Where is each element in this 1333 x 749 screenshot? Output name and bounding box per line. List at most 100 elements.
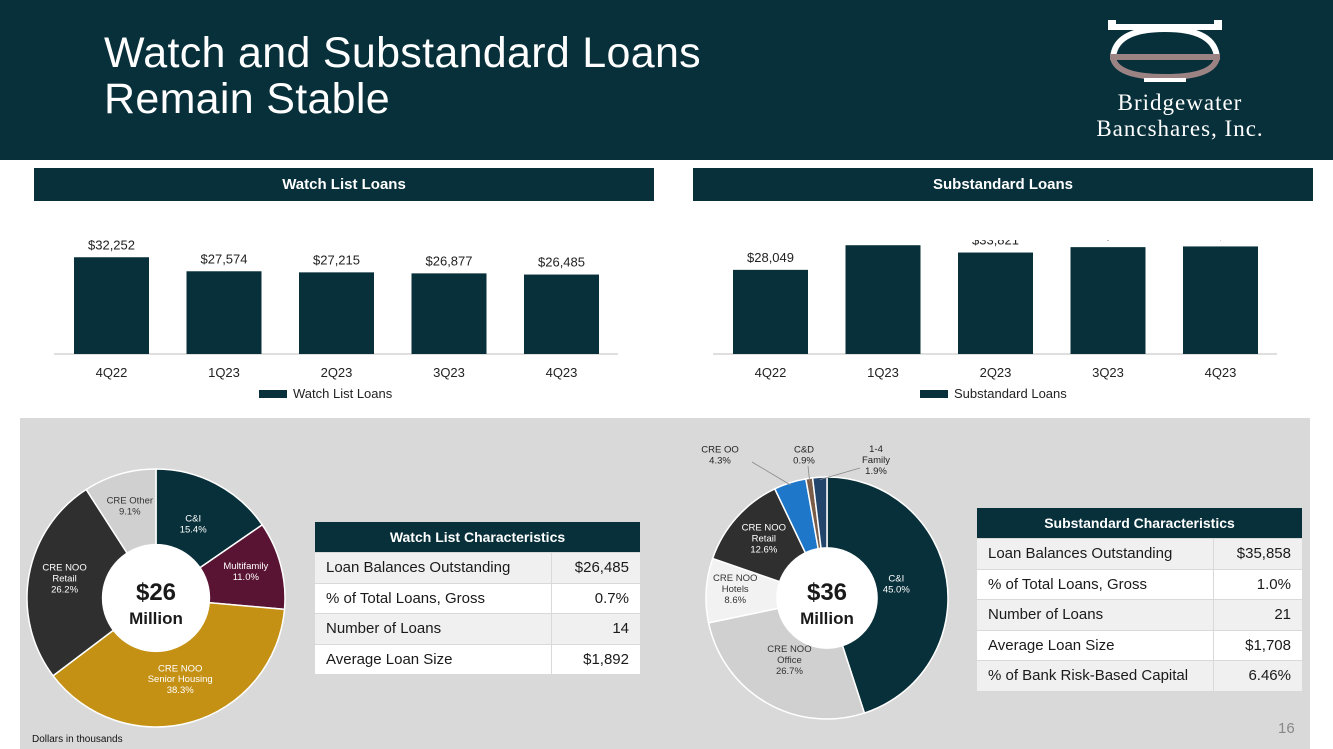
logo-line-1: Bridgewater <box>1117 90 1243 115</box>
substandard-legend-label: Substandard Loans <box>954 386 1067 401</box>
footnote: Dollars in thousands <box>32 734 123 745</box>
x-tick-label: 4Q22 <box>96 365 128 380</box>
x-tick-label: 4Q22 <box>755 365 787 380</box>
pie-slice-label: C&I 45.0% <box>883 574 910 596</box>
substandard-pie-chart: C&I 45.0% CRE NOO Office 26.7% CRE NOO Hotels 8… <box>701 444 949 720</box>
table-row: Average Loan Size $1,708 <box>977 629 1302 660</box>
bar-data-label: $28,049 <box>747 250 794 265</box>
pie-slice-label: Multifamily 11.0% <box>223 561 268 583</box>
company-logo: Bridgewater Bancshares, Inc. <box>1060 14 1300 144</box>
page-number: 16 <box>1278 720 1295 737</box>
pie-slice-label: CRE NOO Hotels 8.6% <box>713 573 757 606</box>
row-label: Number of Loans <box>977 600 1214 630</box>
pie-slice-label: 1-4 Family 1.9% <box>862 444 890 477</box>
table-row: Average Loan Size $1,892 <box>315 643 640 674</box>
bar-data-label: $35,858 <box>1197 240 1244 241</box>
watch-legend-label: Watch List Loans <box>293 386 393 401</box>
row-label: Loan Balances Outstanding <box>315 553 552 583</box>
pie-slice-label: C&D 0.9% <box>793 445 815 467</box>
row-value: $1,708 <box>1245 636 1291 654</box>
pie-slice <box>52 597 286 728</box>
watch-list-bar-chart: $32,252 4Q22 $27,574 1Q23 $27,215 2Q23 $26,877… <box>54 240 618 380</box>
watch-list-pie-chart: C&I 15.4% Multifamily 11.0% CRE NOO Senior Ho… <box>26 468 286 728</box>
pie-center <box>101 543 211 653</box>
table-row: % of Bank Risk-Based Capital 6.46% <box>977 660 1302 691</box>
pie-center-unit: Million <box>129 609 183 628</box>
row-label: % of Total Loans, Gross <box>315 583 552 613</box>
pie-center <box>776 547 878 649</box>
pie-center-amount: $36 <box>807 579 847 606</box>
x-tick-label: 2Q23 <box>980 365 1012 380</box>
pie-slice <box>26 488 158 677</box>
bar-sub-1q23 <box>845 245 921 354</box>
pie-slice-label: CRE NOO Office 26.7% <box>767 644 811 677</box>
row-value: $26,485 <box>574 559 629 576</box>
bar-watch-1q23 <box>186 271 262 354</box>
x-tick-label: 4Q23 <box>1205 365 1237 380</box>
bar-data-label: $27,574 <box>201 251 248 266</box>
table-row: Loan Balances Outstanding $35,858 <box>977 538 1302 569</box>
bar-data-label: $33,821 <box>972 240 1019 248</box>
table-row: % of Total Loans, Gross 1.0% <box>977 568 1302 599</box>
leader-line <box>807 465 810 481</box>
leader-line <box>819 467 861 481</box>
table-row: % of Total Loans, Gross 0.7% <box>315 582 640 613</box>
page-title-line-1: Watch and Substandard Loans <box>104 29 701 77</box>
watch-legend: Watch List Loans <box>259 386 392 401</box>
substandard-legend: Substandard Loans <box>920 386 1067 401</box>
bar-sub-4q23 <box>1183 246 1258 354</box>
table-row: Number of Loans 14 <box>315 613 640 644</box>
x-tick-label: 1Q23 <box>867 365 899 380</box>
watch-table-title: Watch List Characteristics <box>315 522 640 552</box>
bar-data-label: $26,485 <box>538 255 585 270</box>
bar-watch-2q23 <box>299 272 374 354</box>
substandard-table-title: Substandard Characteristics <box>977 508 1302 538</box>
pie-slice-label: CRE NOO Senior Housing 38.3% <box>148 663 213 696</box>
watch-characteristics-table: Watch List Characteristics Loan Balances… <box>315 522 640 674</box>
table-row: Loan Balances Outstanding $26,485 <box>315 552 640 583</box>
table-row: Number of Loans 21 <box>977 599 1302 630</box>
pie-slice-label: CRE NOO Retail 26.2% <box>42 563 86 596</box>
bar-watch-4q23 <box>524 274 599 354</box>
substandard-characteristics-table: Substandard Characteristics Loan Balance… <box>977 508 1302 691</box>
pie-slice-label: CRE Other 9.1% <box>107 495 153 517</box>
x-tick-label: 3Q23 <box>1092 365 1124 380</box>
watch-section-title: Watch List Loans <box>34 168 654 201</box>
x-tick-label: 1Q23 <box>208 365 240 380</box>
bar-data-label: $27,215 <box>313 252 360 267</box>
bar-sub-2q23 <box>958 252 1033 354</box>
pie-slice-label: C&I 15.4% <box>180 514 207 536</box>
page-title-line-2: Remain Stable <box>104 75 390 123</box>
bar-sub-4q22 <box>733 269 808 354</box>
page-title: Watch and Substandard Loans Remain Stabl… <box>104 30 701 122</box>
pie-center-unit: Million <box>800 609 854 628</box>
row-label: Average Loan Size <box>977 630 1214 660</box>
row-label: Loan Balances Outstanding <box>977 539 1214 569</box>
pie-slice-label: CRE OO 4.3% <box>701 445 738 467</box>
pie-slice-label: CRE NOO Retail 12.6% <box>742 523 786 556</box>
bar-data-label: $35,621 <box>1085 240 1132 242</box>
substandard-bar-chart: $28,0494Q22$36,2581Q23$33,8212Q23$35,621… <box>713 240 1277 380</box>
x-tick-label: 3Q23 <box>433 365 465 380</box>
pie-slice <box>826 476 949 715</box>
row-value: 6.46% <box>1248 667 1291 684</box>
bar-data-label: $32,252 <box>88 240 135 252</box>
row-value: 1.0% <box>1256 575 1291 593</box>
leader-line <box>751 461 791 486</box>
bridge-emblem-icon <box>1108 20 1222 82</box>
bar-watch-3q23 <box>411 273 487 354</box>
row-value: 14 <box>612 620 629 637</box>
row-value: $35,858 <box>1236 545 1291 562</box>
header-banner: Watch and Substandard Loans Remain Stabl… <box>0 0 1333 160</box>
row-value: $1,892 <box>583 650 629 668</box>
row-label: % of Total Loans, Gross <box>977 569 1214 599</box>
logo-line-2: Bancshares, Inc. <box>1096 116 1264 141</box>
row-label: Average Loan Size <box>315 644 552 674</box>
row-label: Number of Loans <box>315 614 552 644</box>
bar-sub-3q23 <box>1070 247 1146 354</box>
bar-data-label: $26,877 <box>426 253 473 268</box>
row-value: 0.7% <box>594 589 629 607</box>
watch-legend-swatch <box>259 389 287 398</box>
substandard-section-title: Substandard Loans <box>693 168 1313 201</box>
row-label: % of Bank Risk-Based Capital <box>977 661 1214 691</box>
